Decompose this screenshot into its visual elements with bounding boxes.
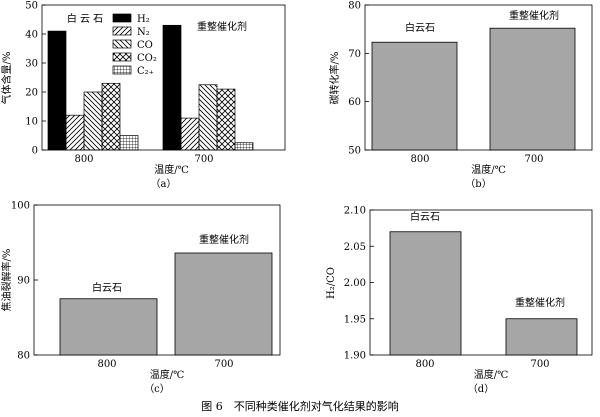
y-axis-label: 焦油裂解率/%: [0, 249, 13, 312]
bar: [162, 24, 182, 151]
y-tick-label: 0: [32, 146, 38, 157]
bar: [180, 117, 200, 151]
chart-panel-c: 80 90 100 焦油裂解率/% 800 700 温度/℃ （c） 白云石 重整催化剂: [0, 201, 281, 395]
y-tick-label: 20: [25, 88, 38, 99]
bar-annotation: 重整催化剂: [509, 9, 559, 22]
figure-caption: 图 6 不同种类催化剂对气化结果的影响: [201, 399, 399, 413]
bar: [505, 318, 578, 356]
y-tick-label: 80: [348, 1, 361, 12]
x-tick-label: 700: [214, 359, 233, 370]
y-tick-label: 40: [25, 30, 38, 41]
legend-swatch: [112, 26, 132, 36]
bar: [198, 84, 218, 151]
x-tick-label: 700: [194, 154, 213, 165]
legend-swatch: [112, 39, 132, 49]
chart-panel-d: 1.90 1.95 2.00 2.05 2.10 H₂/CO 800 700 温度/℃ （d） 白云…: [326, 206, 593, 395]
y-tick-label: 80: [17, 351, 30, 362]
subfigure-label: （d）: [468, 383, 494, 395]
y-tick-label: 50: [25, 1, 38, 12]
y-axis-label: 碳转化率/%: [328, 52, 341, 105]
bar-group-label: 重整催化剂: [197, 20, 247, 33]
bar: [174, 252, 273, 356]
x-tick-label: 800: [410, 154, 429, 165]
legend-entry: CO₂: [137, 53, 157, 64]
legend-entry: N₂: [137, 27, 150, 38]
bar: [101, 82, 121, 151]
bar: [234, 142, 254, 151]
y-tick-label: 1.95: [344, 314, 366, 325]
bar: [119, 135, 139, 151]
x-axis-label: 温度/℃: [150, 368, 185, 381]
legend-entry: CO: [137, 40, 153, 51]
x-axis-label: 温度/℃: [471, 163, 506, 176]
x-axis-label: 温度/℃: [474, 368, 509, 381]
x-tick-label: 800: [74, 154, 93, 165]
y-tick-label: 60: [348, 97, 361, 108]
bar: [47, 30, 67, 151]
y-axis-label: H₂/CO: [326, 267, 337, 299]
y-tick-label: 90: [17, 276, 30, 287]
y-axis-label: 气体含量/%: [0, 52, 13, 105]
y-tick-label: 2.00: [344, 278, 366, 289]
x-tick-label: 700: [530, 359, 549, 370]
bar: [389, 231, 462, 356]
bar-annotation: 白云石: [92, 281, 122, 294]
x-tick-label: 800: [415, 359, 434, 370]
bar: [216, 88, 236, 151]
y-tick-label: 1.90: [344, 351, 366, 362]
y-tick-label: 100: [11, 201, 30, 212]
subfigure-label: （b）: [465, 178, 491, 190]
legend-entry: C₂₊: [137, 66, 154, 77]
bar: [489, 27, 576, 151]
chart-panel-a: 0 10 20 30 40 50 气体含量/% 800 700 温度/℃ （a） 白 云 石重整催化剂…: [0, 1, 286, 190]
y-tick-label: 70: [348, 49, 361, 60]
y-tick-label: 50: [348, 146, 361, 157]
legend-entry: H₂: [137, 14, 150, 25]
x-tick-label: 700: [524, 154, 543, 165]
legend-swatch: [112, 13, 132, 23]
legend-swatch: [112, 52, 132, 62]
plot-frame: [364, 4, 593, 151]
subfigure-label: （a）: [151, 178, 177, 190]
bar-annotation: 白云石: [405, 21, 435, 34]
y-tick-label: 10: [25, 117, 38, 128]
bar: [59, 298, 158, 356]
chart-panel-b: 50 60 70 80 碳转化率/% 800 700 温度/℃ （b） 白云石 重整催化剂: [328, 1, 593, 190]
y-tick-label: 30: [25, 59, 38, 70]
x-axis-label: 温度/℃: [154, 163, 189, 176]
y-tick-label: 2.10: [344, 206, 366, 217]
bar-annotation: 白云石: [410, 210, 440, 223]
legend-swatch: [112, 65, 132, 75]
y-tick-label: 2.05: [344, 242, 366, 253]
bar-annotation: 重整催化剂: [199, 233, 249, 246]
x-tick-label: 800: [97, 359, 116, 370]
bar: [83, 91, 103, 151]
bar-group-label: 白 云 石: [67, 12, 103, 25]
subfigure-label: （c）: [144, 383, 170, 395]
bar: [65, 114, 85, 151]
bar: [371, 41, 458, 151]
bar-annotation: 重整催化剂: [515, 296, 565, 309]
